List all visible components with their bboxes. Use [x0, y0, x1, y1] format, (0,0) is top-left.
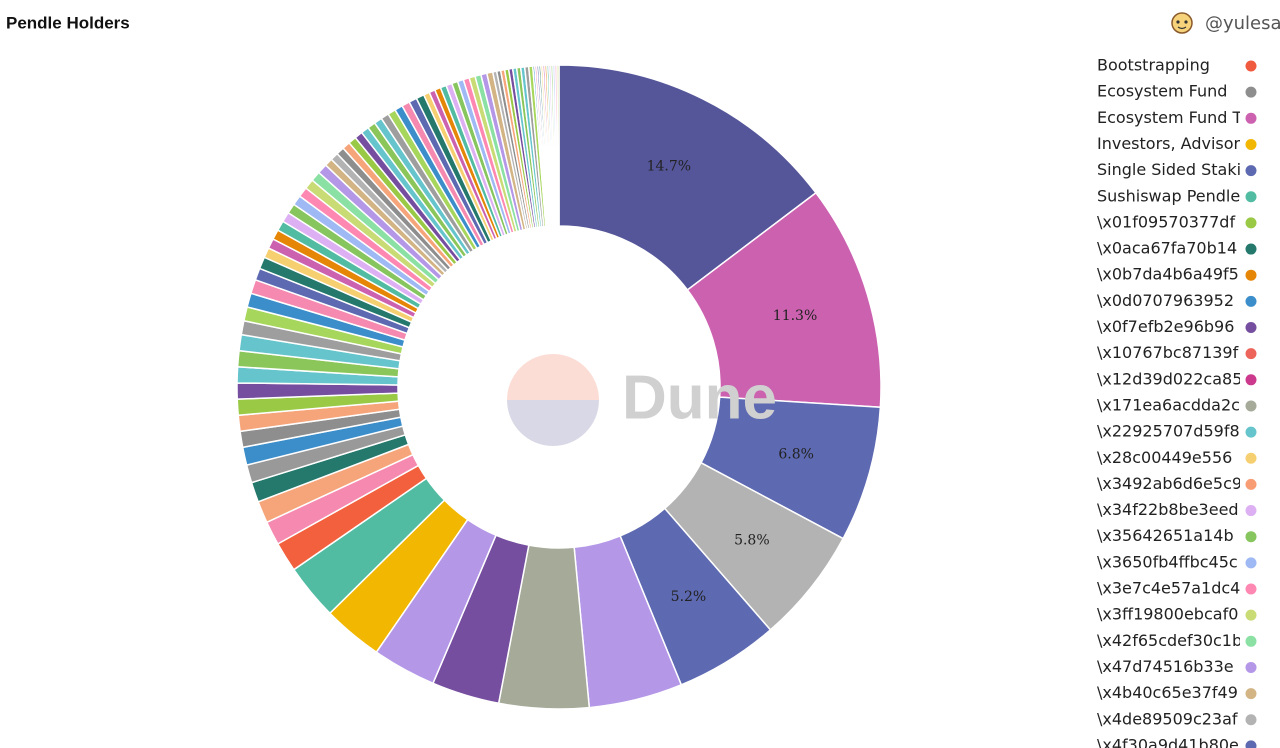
legend-swatch [1245, 138, 1257, 150]
legend-label: Bootstrapping [1097, 56, 1210, 75]
legend: Bootstrapping Ecosystem Fund Ecosystem Fun… [1097, 56, 1251, 748]
legend-label: \x0d0707963952 [1097, 291, 1234, 310]
legend-label: \x34f22b8be3eed [1097, 500, 1239, 519]
legend-swatch [1245, 191, 1257, 203]
legend-label: \x3ff19800ebcaf0 [1097, 605, 1238, 624]
legend-swatch [1245, 426, 1257, 438]
legend-swatch [1245, 714, 1257, 726]
legend-swatch [1245, 505, 1257, 517]
legend-label: \x3650fb4ffbc45c [1097, 552, 1238, 571]
data-label: 5.8% [734, 533, 770, 549]
legend-label: \x4f30a9d41b80e [1097, 735, 1239, 748]
legend-swatch [1245, 295, 1257, 307]
legend-swatch [1245, 243, 1257, 255]
legend-swatch [1245, 635, 1257, 647]
legend-swatch [1245, 400, 1257, 412]
legend-label: \x0b7da4b6a49f5 [1097, 265, 1239, 284]
legend-label: \x12d39d022ca85 [1097, 369, 1242, 388]
donut [236, 64, 882, 710]
legend-label: Ecosystem Fund [1097, 82, 1227, 101]
legend-swatch [1245, 688, 1257, 700]
legend-label: \x171ea6acdda2c [1097, 395, 1240, 414]
watermark: Dune [507, 354, 777, 446]
legend-swatch [1245, 478, 1257, 490]
legend-swatch [1245, 374, 1257, 386]
legend-label: \x0aca67fa70b14 [1097, 239, 1237, 258]
legend-label: Single Sided Stakin [1097, 160, 1251, 179]
legend-label: \x0f7efb2e96b96 [1097, 317, 1234, 336]
legend-swatch [1245, 86, 1257, 98]
legend-label: \x3492ab6d6e5c9 [1097, 474, 1242, 493]
watermark-text: Dune [622, 363, 777, 432]
legend-label: Ecosystem Fund T [1097, 108, 1242, 127]
legend-label: \x01f09570377df [1097, 212, 1235, 231]
legend-swatch [1245, 112, 1257, 124]
legend-swatch [1245, 531, 1257, 543]
legend-label: \x28c00449e556 [1097, 448, 1232, 467]
data-label: 6.8% [778, 446, 814, 462]
data-labels: 14.7% 11.3% 6.8% 5.8% 5.2% [647, 158, 818, 604]
legend-label: Investors, Advisor [1097, 134, 1241, 153]
legend-swatch [1245, 661, 1257, 673]
data-label: 11.3% [773, 308, 817, 324]
legend-label: \x3e7c4e57a1dc4 [1097, 579, 1240, 598]
legend-swatch [1245, 740, 1257, 748]
legend-swatch [1245, 60, 1257, 72]
data-label: 5.2% [671, 589, 707, 605]
legend-swatch [1245, 217, 1257, 229]
legend-swatch [1245, 452, 1257, 464]
author: @yulesa [1205, 13, 1280, 34]
legend-label: \x4de89509c23af [1097, 709, 1238, 728]
data-label: 14.7% [647, 158, 691, 174]
legend-swatch [1245, 583, 1257, 595]
legend-swatch [1245, 348, 1257, 360]
legend-swatch [1245, 609, 1257, 621]
legend-label: Sushiswap Pendle [1097, 186, 1240, 205]
legend-label: \x42f65cdef30c1b [1097, 631, 1242, 650]
legend-label: \x35642651a14b [1097, 526, 1234, 545]
legend-label: \x10767bc87139f [1097, 343, 1239, 362]
legend-swatch [1245, 165, 1257, 177]
slice [556, 64, 560, 227]
legend-swatch [1245, 557, 1257, 569]
legend-swatch [1245, 269, 1257, 281]
legend-label: \x4b40c65e37f49 [1097, 683, 1238, 702]
author-avatar [1171, 12, 1193, 34]
chart-title: Pendle Holders [6, 13, 130, 32]
legend-label: \x22925707d59f8 [1097, 422, 1240, 441]
slice [558, 64, 817, 291]
slice [686, 191, 882, 409]
legend-swatch [1245, 322, 1257, 333]
legend-label: \x47d74516b33e [1097, 657, 1234, 676]
